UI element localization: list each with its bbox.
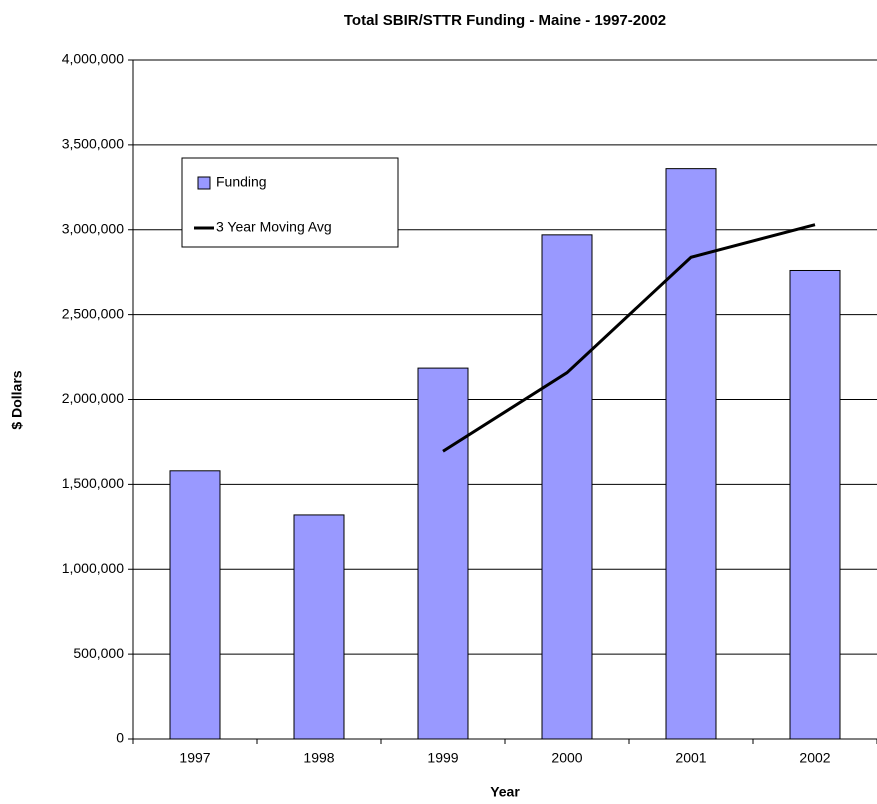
bar	[293, 514, 345, 740]
legend-label: Funding	[216, 174, 267, 190]
legend-swatch	[197, 176, 211, 190]
legend-box	[181, 157, 399, 248]
x-tick-label: 2002	[799, 750, 830, 766]
line-series	[442, 223, 816, 453]
y-tick-label: 2,000,000	[62, 390, 124, 406]
bar	[789, 269, 841, 740]
y-tick-label: 0	[116, 730, 124, 746]
legend-label: 3 Year Moving Avg	[216, 219, 332, 235]
bar	[417, 367, 469, 740]
y-tick-label: 3,500,000	[62, 136, 124, 152]
y-tick-label: 4,000,000	[62, 51, 124, 67]
chart-title: Total SBIR/STTR Funding - Maine - 1997-2…	[344, 12, 666, 29]
y-tick-label: 1,500,000	[62, 475, 124, 491]
y-tick-label: 3,000,000	[62, 220, 124, 236]
y-tick-label: 500,000	[73, 645, 124, 661]
x-tick-label: 1998	[303, 750, 334, 766]
bar	[169, 470, 221, 740]
y-tick-label: 1,000,000	[62, 560, 124, 576]
bar	[665, 168, 717, 740]
y-tick-label: 2,500,000	[62, 305, 124, 321]
x-tick-label: 1997	[179, 750, 210, 766]
x-tick-label: 2001	[675, 750, 706, 766]
x-tick-label: 2000	[551, 750, 582, 766]
x-tick-label: 1999	[427, 750, 458, 766]
bar	[541, 234, 593, 740]
y-axis-title: $ Dollars	[9, 370, 25, 429]
x-axis-title: Year	[490, 784, 520, 800]
